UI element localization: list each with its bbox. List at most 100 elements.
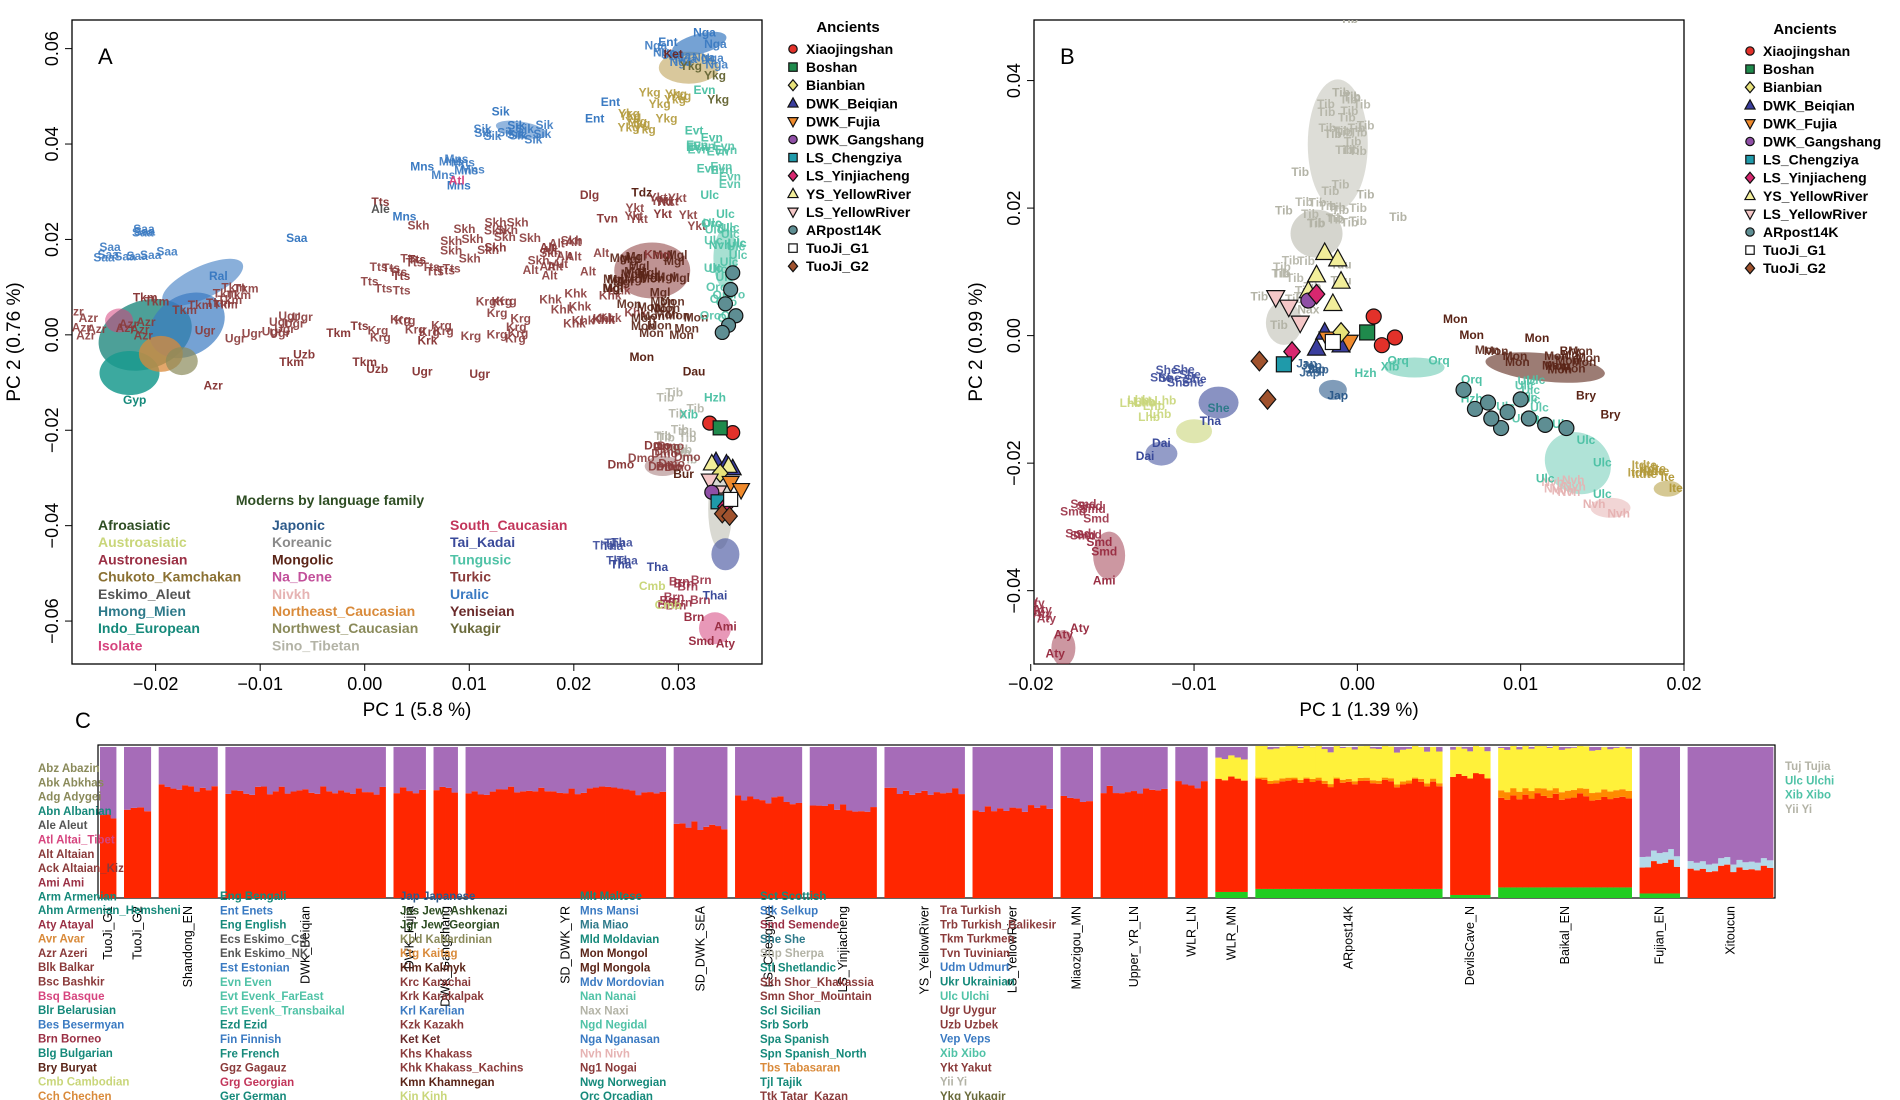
ancient-point [711,463,729,484]
ancestry-bar-segment [1228,755,1235,777]
modern-sample-label: Oro [701,217,722,231]
reference-population-label: Bes Besermyan [38,1019,124,1031]
modern-sample-label: Tkm [188,298,213,312]
ancestry-bar-segment [1375,749,1383,781]
modern-sample-label: Tts [371,195,389,209]
legend-entry-label: YS_YellowRiver [806,186,912,202]
ancestry-bar-segment [1291,746,1298,778]
group-label: Baikal_EN [1558,906,1572,964]
ancestry-bar-segment [501,789,509,898]
ancestry-bar-segment [514,747,521,793]
ancestry-bar-segment [1673,866,1681,894]
reference-population-label: Ahm Armenian_Hemsheni [38,905,181,917]
modern-sample-label: Khk [569,300,592,314]
ancestry-bar-segment [1754,747,1762,863]
modern-sample-label: She [1185,372,1207,386]
reference-population-label: Est Estonian [220,963,290,975]
ancestry-bar-segment [1564,747,1572,749]
ancestry-bar-segment [1534,746,1542,789]
ancestry-bar-segment [1619,789,1626,797]
ancient-point [723,281,739,298]
ancestry-bar-segment [296,747,303,791]
ancestry-bar-segment [1522,746,1529,789]
ancestry-bar-segment [471,747,479,792]
ancestry-bar-segment [685,747,692,828]
reference-population-label: Ket Ket [400,1034,440,1046]
ancients-legend: Ancients Xiaojingshan Boshan Bianbian DWK_Be… [786,19,924,274]
ancient-point [1275,356,1292,373]
ancestry-bar-segment [1546,747,1554,748]
ancestry-bar-segment [605,747,612,787]
ancestry-bar-segment [741,800,748,898]
modern-sample-label: Mon [650,301,675,315]
ancestry-bar-segment [1607,747,1614,750]
ancestry-bar-segment [1412,778,1419,889]
modern-sample-label: Tib [673,445,691,459]
ancestry-bar-segment [1279,888,1286,898]
ancient-point [1492,419,1510,437]
modern-sample-label: Tkm [226,288,251,302]
reference-population-label: Mgl Mongola [580,963,651,975]
ancestry-bar-segment [1021,747,1029,812]
modern-sample-label: Skh [453,222,475,236]
ancestry-bar-segment [1461,894,1468,898]
ancestry-bar-segment [1534,793,1542,888]
ancestry-bar-segment [1534,887,1542,898]
ancestry-bar-segment [170,788,177,898]
ancestry-bar-segment [834,747,841,810]
ancestry-bar-segment [1498,748,1505,791]
ancestry-bar-segment [921,790,928,898]
ancestry-bar-segment [1086,747,1093,802]
cluster-blob [1265,300,1302,345]
ancestry-bar-segment [890,747,898,788]
ancestry-bar-segment [1375,888,1383,898]
ancestry-bar-segment [1699,868,1707,898]
ancestry-bar-segment [1754,862,1762,871]
modern-sample-label: Tib [1343,89,1361,103]
modern-sample-label: Nga [645,39,668,53]
ancestry-bar-segment [946,792,953,898]
reference-population-label: Nax Naxi [580,1005,629,1017]
modern-sample-label: Mgl [664,254,685,268]
ancestry-bar-segment [1234,778,1242,892]
ancestry-bar-segment [1060,747,1068,796]
ancestry-bar-segment [1748,869,1756,898]
ancestry-bar-segment [1339,747,1347,749]
cluster-blob [1318,379,1347,400]
ancestry-bar-segment [568,788,576,898]
y-tick-label: 0.02 [42,222,62,257]
ancestry-bar-segment [715,747,722,827]
modern-sample-label: Ral [209,269,228,283]
modern-sample-label: Evn [713,139,735,153]
panel-letter-c: C [75,708,91,733]
ancestry-bar-segment [562,747,570,794]
ancestry-bar-segment [379,747,386,787]
ancient-samples [1250,241,1575,437]
modern-sample-label: Ykt [624,209,643,223]
ancestry-bar-segment [1625,748,1632,791]
modern-sample-label: Tib [1335,126,1353,140]
ancestry-bar-segment [1577,785,1584,794]
modern-sample-label: Tkm [133,290,158,304]
modern-sample-label: Tib [660,443,678,457]
ancestry-bar-segment [1321,888,1329,898]
modern-sample-label: Ykg [625,114,647,128]
ancestry-bar-segment [1027,747,1035,806]
cluster-blob [1384,357,1445,378]
ancestry-bar-segment [1405,747,1413,749]
reference-population-label: Fre French [220,1048,279,1060]
ancestry-bar-segment [526,747,533,791]
modern-sample-label: Tib [1350,125,1368,139]
ancestry-bar-segment [320,747,327,787]
ancestry-bar-segment [1321,780,1329,784]
ancestry-bar-segment [308,747,315,793]
reference-population-label: Ger German [220,1091,286,1100]
ancestry-bar-segment [538,747,545,788]
ancestry-bar-segment [852,811,859,898]
modern-sample-label: Nvh [1558,485,1581,499]
ancestry-bar-segment [361,747,369,793]
ancestry-bar-segment [1066,797,1074,898]
cluster-blob [1176,419,1213,444]
ancestry-bar-segment [759,747,766,801]
ancestry-bar-segment [193,747,201,792]
